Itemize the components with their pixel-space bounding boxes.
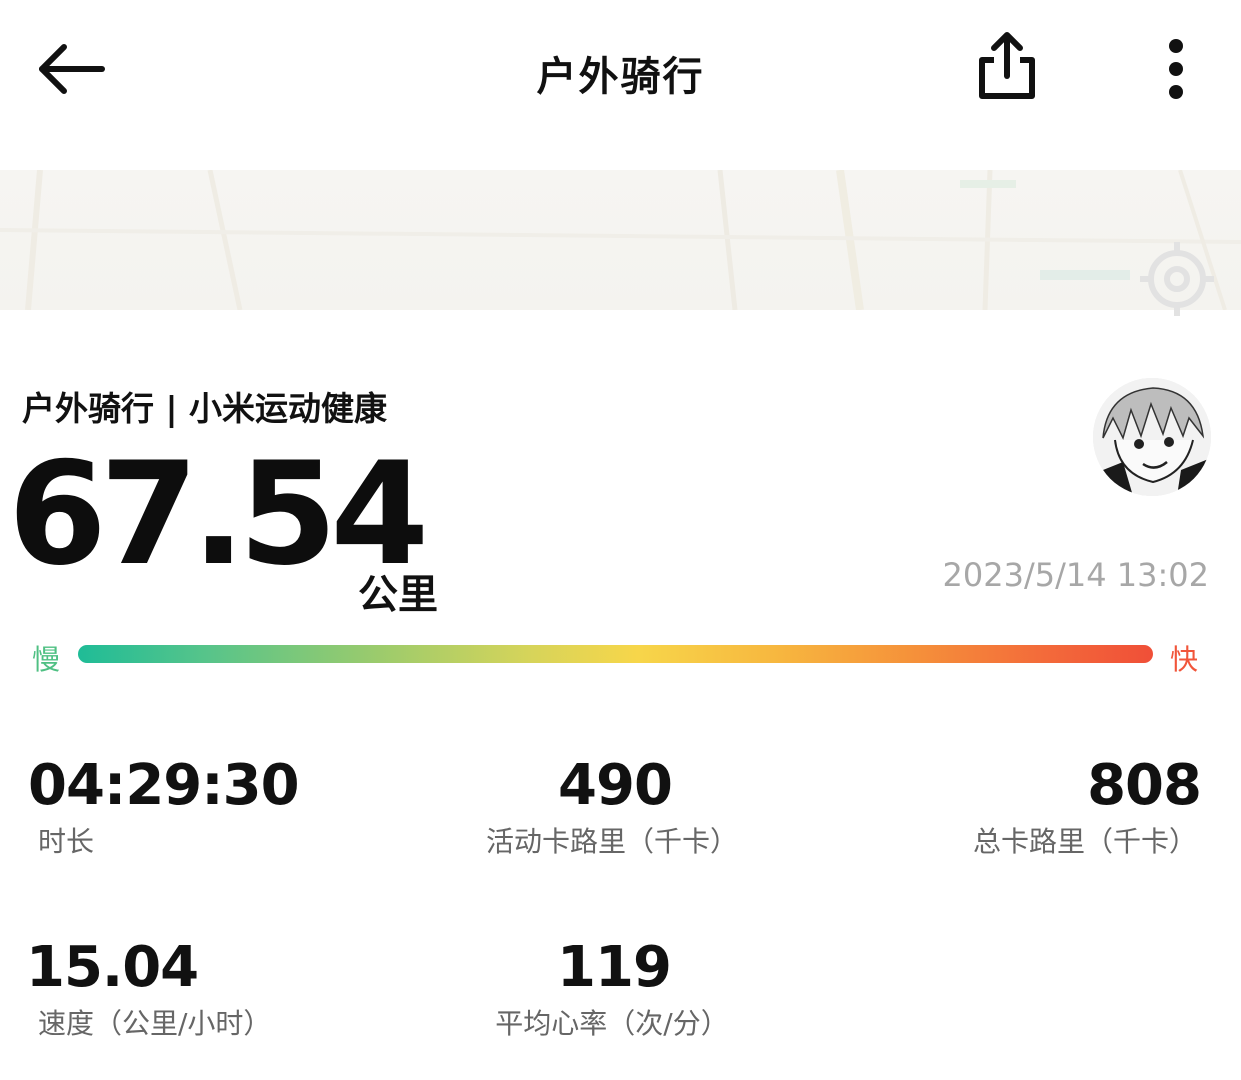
- route-map[interactable]: [0, 170, 1241, 310]
- activity-source-title: 户外骑行 | 小米运动健康: [22, 389, 388, 428]
- more-button[interactable]: [1152, 36, 1200, 102]
- stat-speed-label: 速度（公里/小时）: [38, 1007, 272, 1040]
- page-title: 户外骑行: [536, 54, 705, 100]
- top-bar: 户外骑行: [0, 0, 1241, 140]
- more-vertical-icon: [1169, 39, 1183, 99]
- map-roads: [0, 170, 1241, 310]
- stat-duration-label: 时长: [38, 825, 95, 858]
- pace-slow-label: 慢: [32, 643, 61, 676]
- back-arrow-icon: [39, 44, 105, 94]
- stat-total-calories-value: 808: [1087, 753, 1202, 818]
- stat-speed-value: 15.04: [26, 935, 199, 1000]
- stat-duration-value: 04:29:30: [28, 753, 300, 818]
- crosshair-locate-icon: [1140, 242, 1214, 316]
- avatar-illustration: [1093, 378, 1211, 496]
- distance-unit: 公里: [358, 572, 438, 618]
- stat-heart-rate-label: 平均心率（次/分）: [495, 1007, 729, 1040]
- locate-button[interactable]: [1138, 240, 1216, 318]
- stat-heart-rate-value: 119: [557, 935, 672, 1000]
- avatar[interactable]: [1093, 378, 1211, 496]
- stat-active-calories-label: 活动卡路里（千卡）: [485, 825, 738, 858]
- stat-active-calories-value: 490: [558, 753, 673, 818]
- stat-total-calories-label: 总卡路里（千卡）: [972, 825, 1197, 858]
- back-button[interactable]: [32, 34, 112, 104]
- share-icon: [979, 32, 1035, 99]
- activity-date-time: 2023/5/14 13:02: [942, 556, 1209, 594]
- distance-value: 67.54: [8, 432, 429, 597]
- pace-fast-label: 快: [1170, 643, 1199, 676]
- pace-gradient-bar: [78, 645, 1153, 663]
- share-button[interactable]: [972, 28, 1042, 104]
